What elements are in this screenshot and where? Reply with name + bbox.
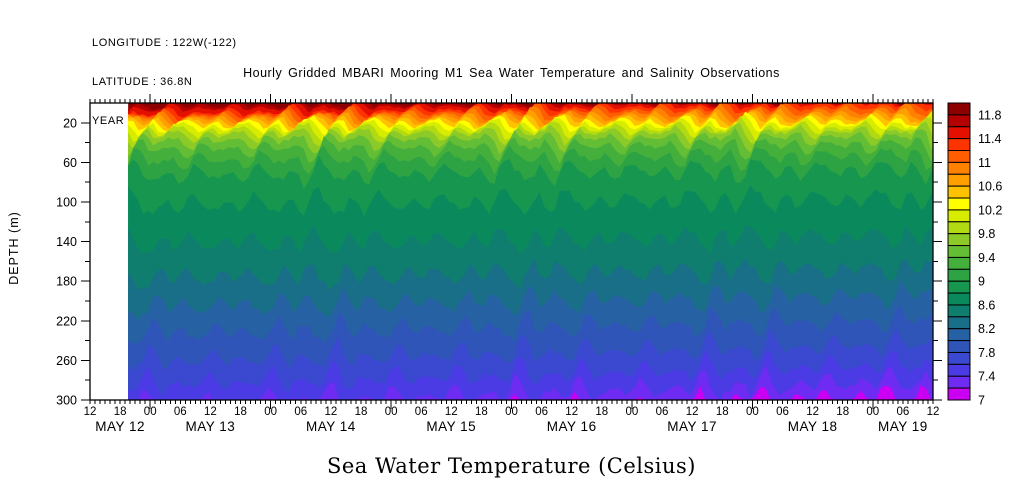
- colorbar-block: [947, 351, 971, 365]
- colorbar-tick-label: 9: [978, 275, 985, 289]
- colorbar-block: [947, 256, 971, 270]
- x-day-label: MAY 17: [667, 419, 717, 434]
- y-tick-label: 220: [56, 314, 77, 328]
- x-hour-label: 12: [445, 406, 458, 418]
- x-hour-label: 06: [415, 406, 428, 418]
- colorbar-tick-label: 7.4: [978, 370, 995, 384]
- x-hour-label: 18: [355, 406, 368, 418]
- colorbar-tick-label: 10.6: [978, 180, 1002, 194]
- x-hour-label: 12: [84, 406, 97, 418]
- colorbar-block: [947, 197, 971, 211]
- y-tick-label: 100: [56, 196, 77, 210]
- colorbar-block: [947, 185, 971, 199]
- x-hour-label: 12: [204, 406, 217, 418]
- temperature-bands: [128, 103, 934, 401]
- colorbar-block: [947, 387, 971, 401]
- colorbar-tick-label: 8.6: [978, 299, 995, 313]
- colorbar-tick-label: 11.4: [978, 132, 1001, 146]
- colorbar-block: [947, 280, 971, 294]
- x-hour-label: 12: [565, 406, 578, 418]
- x-day-label: MAY 13: [186, 419, 236, 434]
- x-hour-label: 00: [746, 406, 759, 418]
- colorbar-block: [947, 221, 971, 235]
- x-day-label: MAY 15: [426, 419, 476, 434]
- x-hour-label: 18: [595, 406, 608, 418]
- x-hour-label: 00: [144, 406, 157, 418]
- x-hour-label: 06: [897, 406, 910, 418]
- colorbar-block: [947, 161, 971, 175]
- colorbar-block: [947, 138, 971, 152]
- y-tick-label: 20: [63, 116, 77, 130]
- x-hour-label: 12: [325, 406, 338, 418]
- x-hour-label: 00: [866, 406, 879, 418]
- colorbar-block: [947, 340, 971, 353]
- colorbar: 7 7.4 7.8 8.2 8.6 9 9.4 9.8 10.2 10.6 11 11.4 11.8: [947, 102, 1002, 408]
- colorbar-block: [947, 173, 971, 187]
- colorbar-tick-label: 7: [978, 394, 985, 408]
- y-tick-label: 180: [56, 275, 77, 289]
- y-axis-title: DEPTH (m): [7, 211, 21, 285]
- y-tick-label: 140: [56, 235, 77, 249]
- colorbar-tick-label: 11.8: [978, 108, 1001, 122]
- y-tick-label: 300: [56, 394, 77, 408]
- isotherm-band-7.4: [128, 365, 934, 400]
- header-latitude: LATITUDE : 36.8N: [92, 76, 193, 88]
- colorbar-block: [947, 316, 971, 330]
- x-day-label: MAY 18: [788, 419, 838, 434]
- colorbar-tick-label: 11: [978, 156, 991, 170]
- y-tick-label: 60: [63, 156, 77, 170]
- x-hour-label: 12: [927, 406, 940, 418]
- x-axis-ticks: [89, 94, 934, 409]
- x-day-label: MAY 19: [878, 419, 928, 434]
- x-hour-label: 06: [776, 406, 789, 418]
- colorbar-block: [947, 328, 971, 342]
- y-tick-label: 260: [56, 354, 77, 368]
- colorbar-block: [947, 126, 971, 140]
- x-hour-label: 12: [806, 406, 819, 418]
- colorbar-tick-label: 10.2: [978, 203, 1002, 217]
- colorbar-tick-label: 9.4: [978, 251, 995, 265]
- x-hour-label: 18: [716, 406, 729, 418]
- x-hour-label: 18: [475, 406, 488, 418]
- colorbar-block: [947, 375, 971, 389]
- colorbar-block: [947, 114, 971, 128]
- plot-title: Hourly Gridded MBARI Mooring M1 Sea Wate…: [243, 66, 780, 80]
- colorbar-block: [947, 245, 971, 258]
- x-hour-label: 06: [656, 406, 669, 418]
- x-day-label: MAY 16: [547, 419, 597, 434]
- colorbar-block: [947, 292, 971, 306]
- x-hour-label: 00: [505, 406, 518, 418]
- colorbar-block: [947, 150, 971, 163]
- x-day-label: MAY 14: [306, 419, 356, 434]
- y-axis-ticks: [81, 122, 942, 401]
- x-tick-labels: 12 18 00 06 12 18 00 06 12 18 00 06 12 18 00 06 12 18 00 06…: [84, 406, 940, 434]
- chart-caption: Sea Water Temperature (Celsius): [326, 454, 696, 478]
- x-hour-label: 06: [294, 406, 307, 418]
- header-longitude: LONGITUDE : 122W(-122): [92, 37, 237, 49]
- x-day-label: MAY 12: [95, 419, 145, 434]
- colorbar-block: [947, 209, 971, 223]
- colorbar-tick-label: 8.2: [978, 322, 995, 336]
- x-hour-label: 00: [385, 406, 398, 418]
- x-hour-label: 06: [535, 406, 548, 418]
- x-hour-label: 12: [686, 406, 699, 418]
- colorbar-block: [947, 304, 971, 318]
- x-hour-label: 18: [114, 406, 127, 418]
- colorbar-tick-label: 7.8: [978, 346, 995, 360]
- x-hour-label: 00: [626, 406, 639, 418]
- x-hour-label: 00: [264, 406, 277, 418]
- colorbar-block: [947, 363, 971, 377]
- y-tick-labels: 20 60 100 140 180 220 260 300: [56, 116, 77, 407]
- colorbar-block: [947, 102, 971, 116]
- x-hour-label: 18: [234, 406, 247, 418]
- x-hour-label: 18: [836, 406, 849, 418]
- colorbar-tick-label: 9.8: [978, 227, 995, 241]
- colorbar-block: [947, 233, 971, 247]
- x-hour-label: 06: [174, 406, 187, 418]
- colorbar-block: [947, 268, 971, 282]
